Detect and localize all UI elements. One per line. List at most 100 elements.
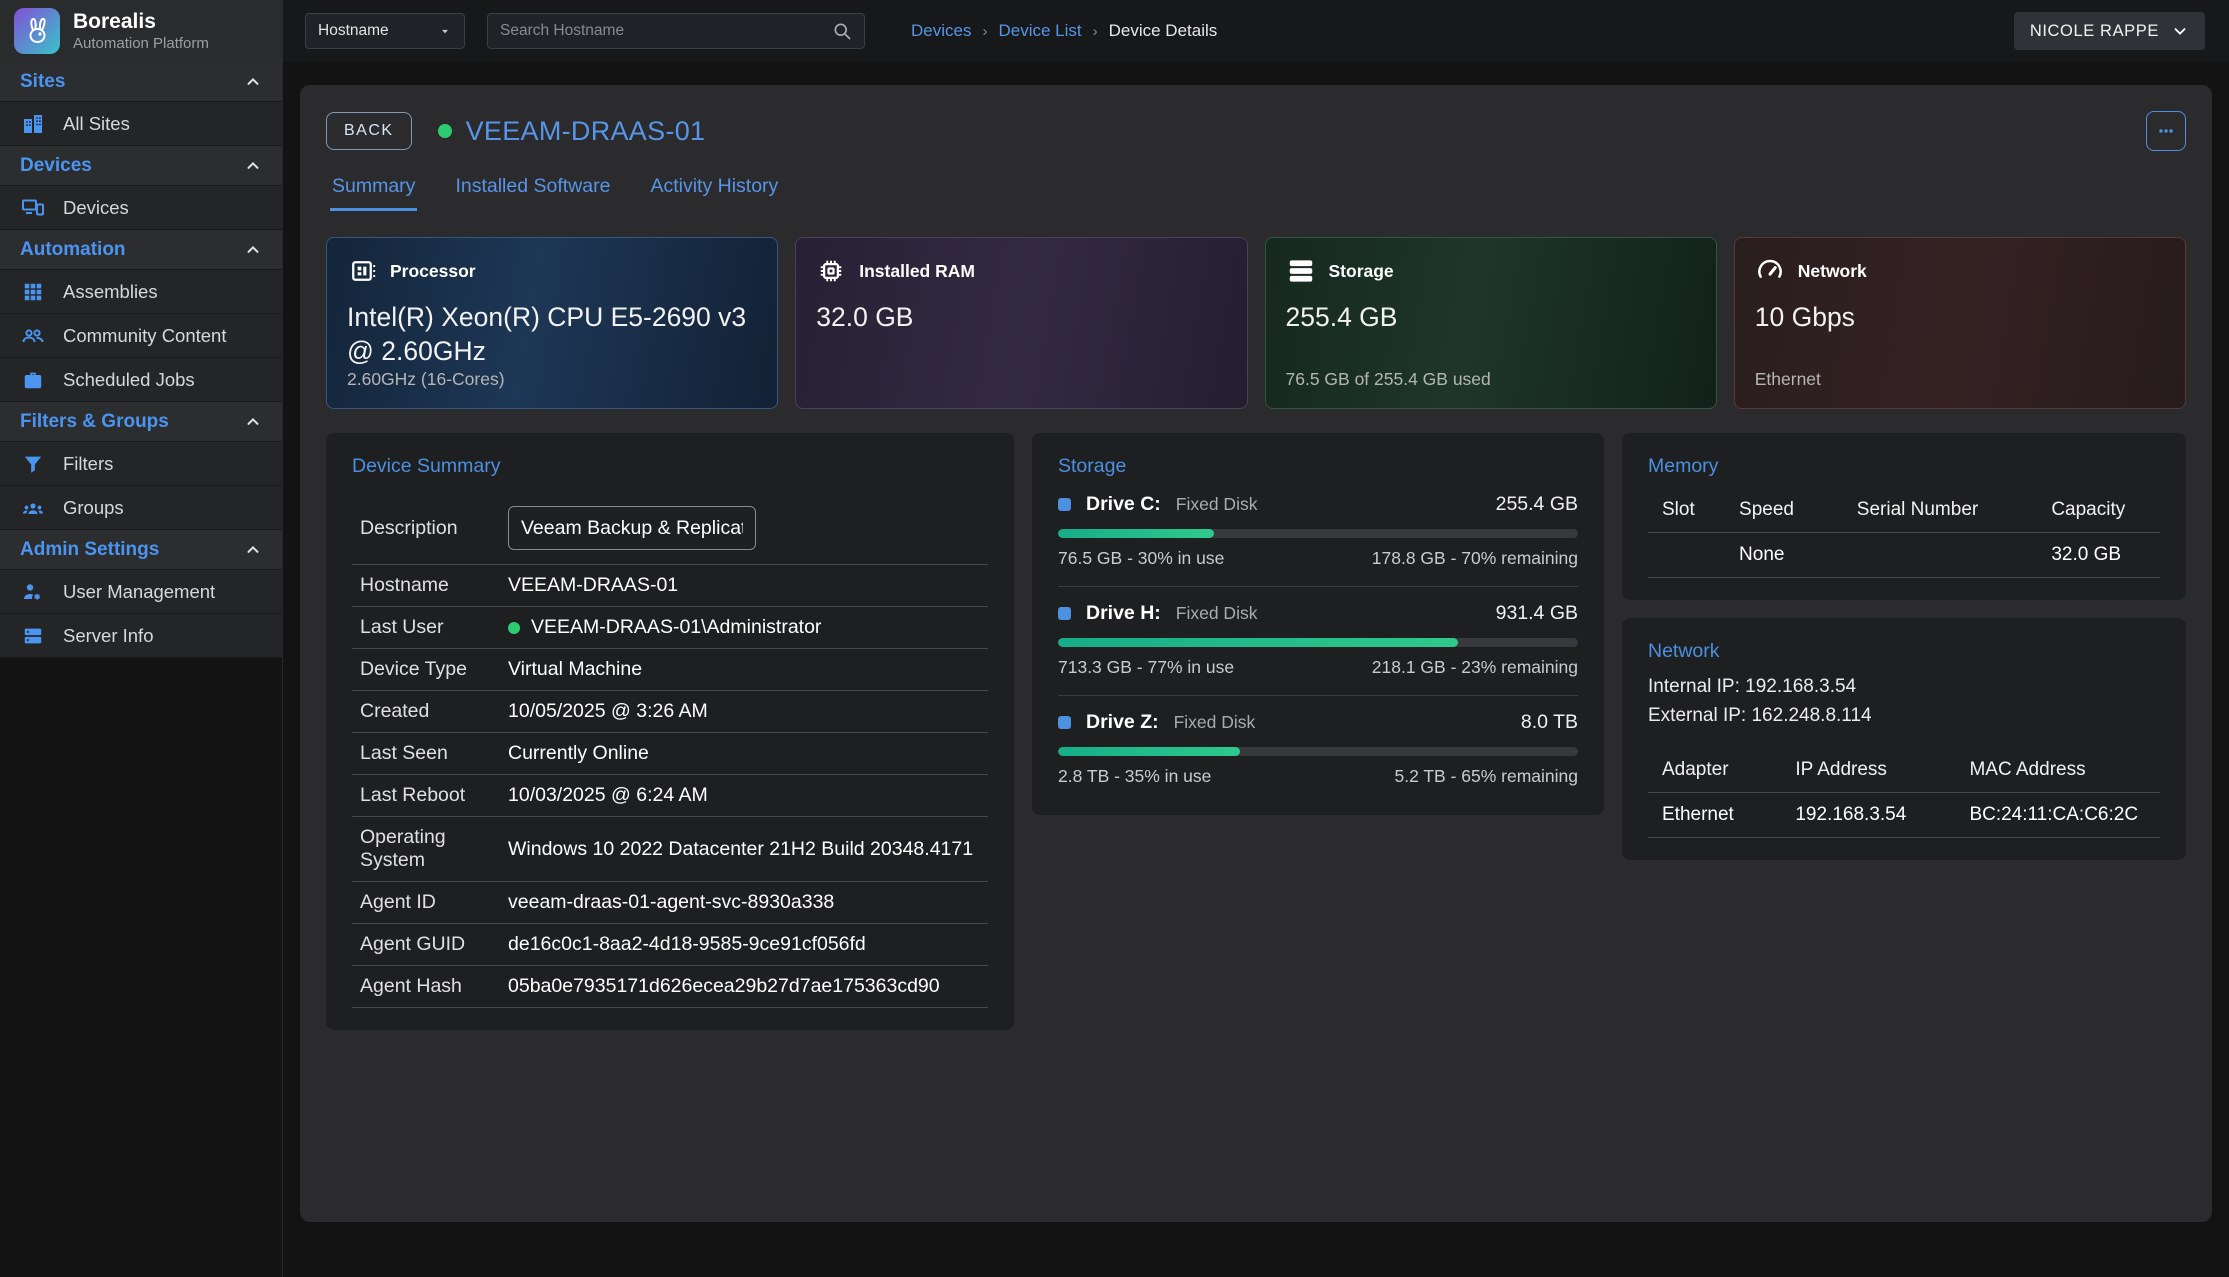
summary-row-description: Description <box>352 492 988 565</box>
chevron-up-icon <box>244 541 262 559</box>
sidebar-item-groups[interactable]: Groups <box>0 486 282 530</box>
storage-sub: 76.5 GB of 255.4 GB used <box>1286 369 1696 390</box>
filter-icon <box>20 451 46 477</box>
brand-subtitle: Automation Platform <box>73 35 209 52</box>
user-menu[interactable]: NICOLE RAPPE <box>2014 12 2205 50</box>
card-label: Storage <box>1329 261 1394 282</box>
breadcrumb-device-list[interactable]: Device List <box>998 21 1081 41</box>
sidebar-item-label: Devices <box>63 197 129 219</box>
more-options-button[interactable] <box>2146 111 2186 151</box>
adapter-mac: BC:24:11:CA:C6:2C <box>1965 793 2160 838</box>
caret-down-icon <box>438 24 452 38</box>
tab-activity-history[interactable]: Activity History <box>648 175 780 211</box>
sidebar-section-sites[interactable]: Sites <box>0 62 282 102</box>
building-icon <box>20 111 46 137</box>
external-ip: External IP: 162.248.8.114 <box>1648 702 2160 731</box>
device-header: BACK VEEAM-DRAAS-01 <box>326 111 2186 151</box>
network-title: Network <box>1648 640 2160 663</box>
summary-row-hostname: Hostname VEEAM-DRAAS-01 <box>352 565 988 607</box>
memory-panel: Memory Slot Speed Serial Number Capacity… <box>1622 433 2186 600</box>
sidebar-section-automation[interactable]: Automation <box>0 230 282 270</box>
sidebar-item-label: Groups <box>63 497 124 519</box>
section-label: Sites <box>20 71 65 93</box>
network-sub: Ethernet <box>1755 369 2165 390</box>
rabbit-gear-logo <box>14 8 60 54</box>
memory-slot <box>1648 533 1735 578</box>
sidebar-item-scheduled-jobs[interactable]: Scheduled Jobs <box>0 358 282 402</box>
search-field-dropdown[interactable]: Hostname <box>305 13 465 49</box>
summary-row-last-reboot: Last Reboot 10/03/2025 @ 6:24 AM <box>352 775 988 817</box>
sidebar-item-user-management[interactable]: User Management <box>0 570 282 614</box>
storage-card: Storage 255.4 GB 76.5 GB of 255.4 GB use… <box>1265 237 1717 409</box>
sidebar-section-filters-groups[interactable]: Filters & Groups <box>0 402 282 442</box>
drive-icon <box>1058 716 1071 729</box>
chevron-down-icon <box>2171 22 2189 40</box>
brand-name: Borealis <box>73 10 209 34</box>
drive-remaining: 218.1 GB - 23% remaining <box>1372 657 1578 678</box>
sidebar-item-label: Community Content <box>63 325 226 347</box>
network-adapter-table: Adapter IP Address MAC Address Ethernet … <box>1648 748 2160 838</box>
chevron-up-icon <box>244 157 262 175</box>
sidebar-item-label: All Sites <box>63 113 130 135</box>
card-label: Installed RAM <box>859 261 975 282</box>
summary-row-agent-hash: Agent Hash 05ba0e7935171d626ecea29b27d7a… <box>352 966 988 1008</box>
summary-row-operating-system: Operating System Windows 10 2022 Datacen… <box>352 817 988 882</box>
ellipsis-icon <box>2155 120 2177 142</box>
device-summary-table: Description Hostname VEEAM-DRAAS-01 Last… <box>352 492 988 1008</box>
drive-icon <box>1058 607 1071 620</box>
description-input[interactable] <box>508 506 756 550</box>
online-status-dot <box>438 124 452 138</box>
back-button[interactable]: BACK <box>326 112 412 150</box>
sidebar-item-all-sites[interactable]: All Sites <box>0 102 282 146</box>
sidebar-section-admin-settings[interactable]: Admin Settings <box>0 530 282 570</box>
drive-c-progressbar <box>1058 529 1578 538</box>
section-label: Automation <box>20 239 126 261</box>
drive-used: 2.8 TB - 35% in use <box>1058 766 1211 787</box>
search-input[interactable] <box>500 22 832 40</box>
detail-panels: Device Summary Description Hostname VEEA… <box>326 433 2186 1030</box>
sidebar-item-assemblies[interactable]: Assemblies <box>0 270 282 314</box>
user-name: NICOLE RAPPE <box>2030 22 2159 41</box>
summary-row-last-seen: Last Seen Currently Online <box>352 733 988 775</box>
cpu-icon <box>347 256 377 286</box>
sidebar-item-label: Filters <box>63 453 113 475</box>
drive-z-progressbar <box>1058 747 1578 756</box>
ram-sub <box>816 369 1226 390</box>
drive-remaining: 178.8 GB - 70% remaining <box>1372 548 1578 569</box>
sidebar-item-label: Assemblies <box>63 281 158 303</box>
sidebar-section-devices[interactable]: Devices <box>0 146 282 186</box>
network-card: Network 10 Gbps Ethernet <box>1734 237 2186 409</box>
storage-title: Storage <box>1058 455 1578 478</box>
network-value: 10 Gbps <box>1755 301 2165 335</box>
breadcrumb-separator: › <box>1093 23 1098 40</box>
section-label: Devices <box>20 155 92 177</box>
sidebar-item-community-content[interactable]: Community Content <box>0 314 282 358</box>
breadcrumb-current: Device Details <box>1109 21 1218 41</box>
search-field-dropdown-value: Hostname <box>318 22 389 40</box>
breadcrumb-devices[interactable]: Devices <box>911 21 971 41</box>
adapter-ip: 192.168.3.54 <box>1791 793 1965 838</box>
sidebar-item-filters[interactable]: Filters <box>0 442 282 486</box>
ram-value: 32.0 GB <box>816 301 1226 335</box>
people-icon <box>20 323 46 349</box>
sidebar-item-devices[interactable]: Devices <box>0 186 282 230</box>
breadcrumb: Devices › Device List › Device Details <box>911 21 1217 41</box>
internal-ip: Internal IP: 192.168.3.54 <box>1648 673 2160 702</box>
sidebar-item-label: Scheduled Jobs <box>63 369 195 391</box>
sidebar-item-label: User Management <box>63 581 215 603</box>
processor-sub: 2.60GHz (16-Cores) <box>347 369 757 390</box>
drive-used: 713.3 GB - 77% in use <box>1058 657 1234 678</box>
search-icon <box>832 21 852 41</box>
device-summary-panel: Device Summary Description Hostname VEEA… <box>326 433 1014 1030</box>
tab-installed-software[interactable]: Installed Software <box>453 175 612 211</box>
summary-row-agent-id: Agent ID veeam-draas-01-agent-svc-8930a3… <box>352 882 988 924</box>
drive-icon <box>1058 498 1071 511</box>
drive-h-progressbar <box>1058 638 1578 647</box>
sidebar-item-server-info[interactable]: Server Info <box>0 614 282 658</box>
devices-icon <box>20 195 46 221</box>
device-details-panel: BACK VEEAM-DRAAS-01 Summary Installed So… <box>300 85 2212 1222</box>
online-status-dot <box>508 622 520 634</box>
tab-summary[interactable]: Summary <box>330 175 417 211</box>
chevron-up-icon <box>244 73 262 91</box>
stat-cards: Processor Intel(R) Xeon(R) CPU E5-2690 v… <box>326 237 2186 409</box>
